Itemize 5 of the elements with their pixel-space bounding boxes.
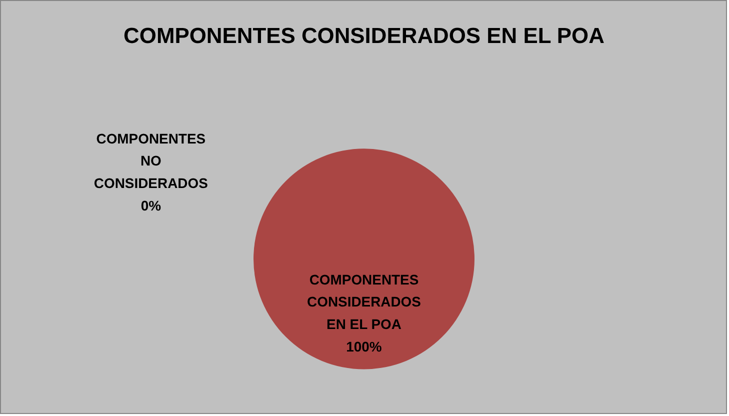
category-label: COMPONENTES NO CONSIDERADOS	[94, 130, 208, 192]
slice-label: COMPONENTES CONSIDERADOS EN EL POA	[307, 271, 421, 332]
chart-title: COMPONENTES CONSIDERADOS EN EL POA	[124, 23, 605, 48]
text: 0%	[140, 197, 161, 214]
data-label: 100%	[346, 338, 382, 355]
